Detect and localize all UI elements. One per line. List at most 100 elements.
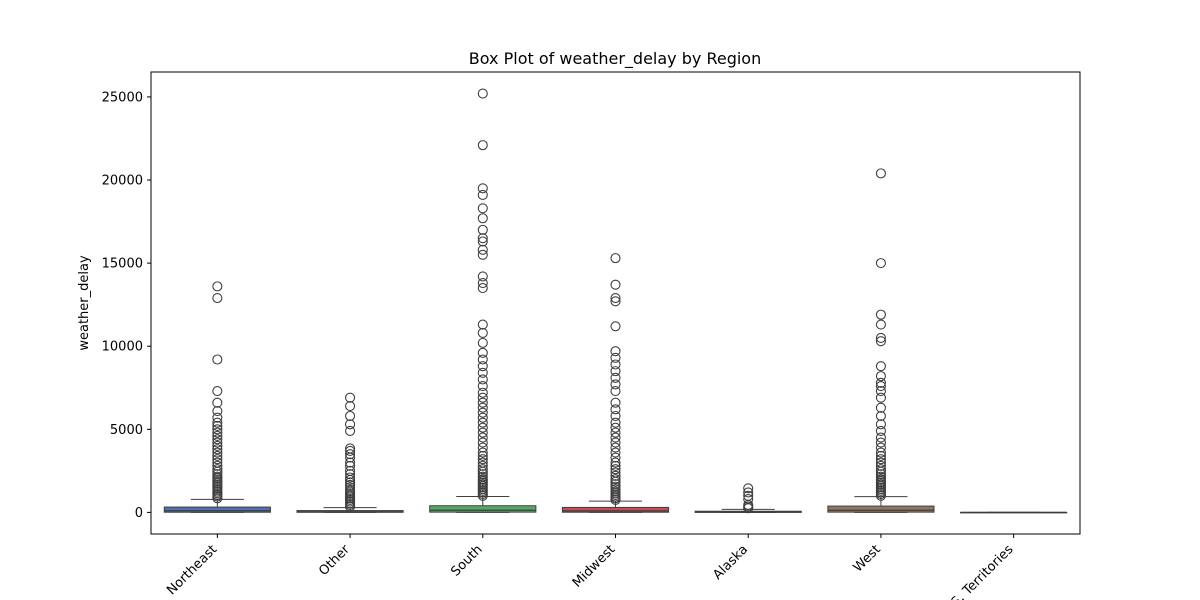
outlier-point bbox=[610, 404, 621, 415]
outlier-point bbox=[345, 477, 356, 488]
outlier-point bbox=[610, 460, 621, 471]
outlier-point bbox=[345, 410, 356, 422]
outlier-point bbox=[610, 437, 621, 448]
outlier-point bbox=[875, 386, 886, 397]
x-axis: Northeast Other South Midwest Alaska West U.S.… bbox=[164, 534, 1017, 600]
outlier-point bbox=[477, 361, 488, 372]
outlier-point bbox=[477, 319, 488, 330]
box-u-s-territories bbox=[960, 511, 1068, 514]
outlier-point bbox=[477, 271, 488, 282]
box-alaska bbox=[694, 483, 802, 514]
outlier-point bbox=[477, 427, 488, 438]
outlier-point bbox=[477, 140, 488, 151]
outlier-point bbox=[743, 487, 754, 498]
x-tick-label: U.S. Territories bbox=[939, 542, 1017, 600]
iqr-box bbox=[163, 506, 271, 513]
outlier-point bbox=[212, 444, 223, 455]
outlier-point bbox=[345, 465, 356, 476]
outlier-point bbox=[743, 483, 754, 494]
outlier-point bbox=[610, 486, 621, 497]
x-tick-label: West bbox=[851, 542, 884, 575]
box-west bbox=[827, 168, 935, 513]
outlier-point bbox=[212, 457, 223, 468]
outlier-point bbox=[212, 437, 223, 448]
outlier-point bbox=[477, 454, 488, 465]
outlier-point bbox=[212, 420, 223, 432]
outlier-point bbox=[610, 457, 621, 468]
outlier-point bbox=[610, 470, 621, 481]
outlier-point bbox=[610, 479, 621, 490]
x-tick-label: Alaska bbox=[710, 542, 751, 583]
outlier-point bbox=[477, 337, 488, 348]
outlier-point bbox=[212, 397, 223, 408]
outlier-point bbox=[875, 336, 886, 347]
x-tick-label: Other bbox=[316, 542, 353, 579]
box-south bbox=[429, 88, 537, 513]
outlier-point bbox=[212, 469, 223, 480]
outlier-point bbox=[743, 494, 754, 505]
outlier-point bbox=[610, 447, 621, 458]
outlier-point bbox=[875, 457, 886, 468]
outlier-point bbox=[610, 359, 621, 370]
outlier-point bbox=[477, 88, 488, 99]
outlier-point bbox=[345, 425, 356, 437]
outlier-point bbox=[212, 405, 223, 417]
outlier-point bbox=[477, 450, 488, 461]
outlier-point bbox=[345, 469, 356, 480]
box-midwest bbox=[561, 253, 670, 513]
outlier-point bbox=[477, 469, 488, 480]
outlier-point bbox=[345, 472, 356, 483]
outlier-point bbox=[610, 464, 621, 475]
outlier-point bbox=[477, 327, 488, 338]
outlier-point bbox=[477, 437, 488, 448]
outlier-point bbox=[610, 379, 621, 390]
outlier-point bbox=[875, 168, 886, 179]
outlier-point bbox=[875, 377, 886, 388]
outlier-point bbox=[875, 474, 886, 485]
outlier-point bbox=[875, 454, 886, 465]
outlier-point bbox=[875, 392, 886, 403]
outlier-point bbox=[212, 427, 223, 438]
outlier-point bbox=[477, 374, 488, 385]
outlier-point bbox=[477, 236, 488, 247]
outlier-point bbox=[875, 361, 886, 372]
iqr-box bbox=[561, 506, 670, 513]
chart-title: Box Plot of weather_delay by Region bbox=[469, 49, 761, 69]
outlier-point bbox=[477, 422, 488, 433]
outlier-point bbox=[875, 432, 886, 443]
outlier-point bbox=[345, 482, 356, 493]
outlier-point bbox=[610, 253, 621, 264]
y-tick-label: 25000 bbox=[102, 90, 143, 105]
outlier-point bbox=[212, 281, 223, 292]
outlier-point bbox=[212, 424, 223, 435]
outlier-point bbox=[477, 233, 488, 244]
outlier-point bbox=[345, 484, 356, 496]
outlier-point bbox=[875, 460, 886, 471]
outlier-point bbox=[477, 203, 488, 214]
outlier-point bbox=[477, 397, 488, 408]
outlier-point bbox=[212, 292, 223, 304]
outlier-point bbox=[477, 282, 488, 294]
outlier-point bbox=[212, 386, 223, 397]
outlier-point bbox=[477, 474, 488, 485]
outlier-point bbox=[477, 244, 488, 255]
outlier-point bbox=[212, 417, 223, 428]
outlier-point bbox=[610, 422, 621, 433]
outlier-point bbox=[477, 347, 488, 358]
outlier-point bbox=[875, 381, 886, 392]
outlier-point bbox=[212, 460, 223, 471]
outlier-point bbox=[345, 457, 356, 468]
outlier-point bbox=[477, 354, 488, 365]
outlier-point bbox=[610, 352, 621, 363]
outlier-point bbox=[875, 319, 886, 330]
outlier-point bbox=[875, 447, 886, 458]
outlier-point bbox=[477, 224, 488, 235]
outlier-point bbox=[610, 410, 621, 422]
outlier-point bbox=[875, 450, 886, 461]
outlier-point bbox=[610, 474, 621, 485]
outlier-point bbox=[477, 402, 488, 413]
outlier-point bbox=[345, 443, 356, 454]
outlier-point bbox=[610, 481, 621, 492]
outlier-point bbox=[610, 296, 621, 307]
